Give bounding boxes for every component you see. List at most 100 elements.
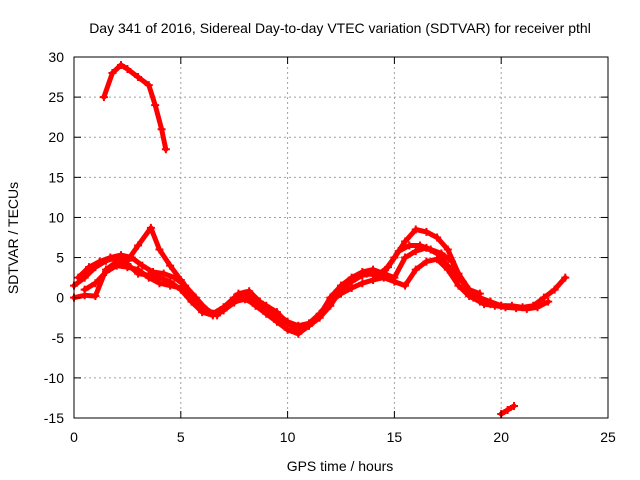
- data-point: [106, 253, 115, 262]
- data-point: [112, 261, 121, 270]
- data-point: [108, 69, 117, 78]
- data-point: [230, 293, 239, 302]
- data-point: [208, 309, 217, 318]
- data-point: [561, 273, 570, 282]
- data-point: [127, 253, 136, 262]
- y-tick-label: 25: [48, 89, 64, 105]
- data-point: [134, 265, 143, 274]
- data-point: [144, 273, 153, 282]
- data-point: [401, 281, 410, 290]
- y-tick-label: -10: [44, 370, 64, 386]
- data-point: [166, 261, 175, 270]
- data-point: [347, 284, 356, 293]
- data-point: [512, 304, 521, 313]
- data-point: [337, 281, 345, 290]
- data-point: [422, 243, 431, 252]
- data-point: [510, 401, 519, 410]
- data-point: [379, 269, 388, 278]
- data-point: [146, 223, 155, 232]
- data-point: [304, 321, 313, 330]
- data-point: [170, 273, 179, 282]
- data-point: [443, 245, 452, 254]
- y-tick-label: -5: [52, 330, 65, 346]
- data-point: [74, 273, 83, 282]
- data-point: [433, 233, 442, 242]
- x-axis-label: GPS time / hours: [287, 458, 394, 474]
- data-point: [411, 265, 420, 274]
- data-point: [80, 285, 89, 294]
- data-point: [181, 281, 190, 290]
- y-tick-label: 30: [48, 49, 64, 65]
- x-tick-label: 5: [177, 429, 185, 445]
- axis-ticks: 0 5 10 15 20 25 -15 -10 -5 0 5 10 15 20 25 30: [44, 49, 616, 445]
- data-point: [159, 269, 168, 278]
- y-tick-label: 15: [48, 169, 64, 185]
- data-point: [134, 241, 143, 250]
- data-point: [116, 251, 125, 260]
- data-point: [138, 261, 147, 270]
- data-point: [497, 301, 506, 310]
- data-point: [240, 289, 249, 298]
- data-point: [465, 285, 474, 294]
- data-point: [155, 279, 164, 288]
- data-point: [123, 65, 132, 74]
- data-point: [91, 292, 100, 301]
- data-point: [151, 101, 160, 110]
- y-tick-label: -15: [44, 410, 64, 426]
- data-point: [405, 241, 414, 250]
- data-point: [390, 273, 399, 282]
- data-point: [219, 303, 228, 312]
- series-arc-top: [99, 61, 170, 154]
- data-point: [486, 300, 495, 309]
- data-point: [198, 305, 207, 314]
- data-point: [315, 311, 324, 320]
- data-point: [522, 304, 531, 313]
- data-point: [550, 285, 559, 294]
- data-point: [262, 301, 271, 310]
- data-point: [433, 249, 442, 258]
- data-point: [166, 281, 175, 290]
- data-point: [443, 261, 452, 270]
- data-point: [326, 293, 335, 302]
- data-point: [134, 73, 143, 82]
- y-tick-label: 20: [48, 129, 64, 145]
- data-point: [358, 267, 367, 276]
- data-point: [383, 263, 392, 272]
- data-point: [187, 293, 196, 302]
- data-point: [369, 276, 378, 285]
- y-axis-label: SDTVAR / TECUs: [5, 182, 21, 294]
- data-point: [422, 257, 431, 266]
- y-tick-label: 5: [56, 250, 64, 266]
- data-point: [475, 297, 484, 306]
- data-point: [347, 273, 356, 282]
- data-point: [91, 279, 100, 288]
- data-point: [401, 237, 410, 246]
- data-point: [176, 284, 185, 293]
- data-point: [422, 227, 431, 236]
- data-point: [144, 81, 153, 90]
- y-tick-label: 0: [56, 290, 64, 306]
- data-point: [84, 263, 93, 272]
- grid-lines: [74, 57, 608, 418]
- data-point: [337, 289, 345, 298]
- data-point: [369, 265, 378, 274]
- series-arc-d: [80, 243, 484, 336]
- data-point: [116, 61, 125, 70]
- data-point: [157, 125, 166, 134]
- data-point: [251, 295, 260, 304]
- x-tick-label: 20: [493, 429, 509, 445]
- x-tick-label: 0: [70, 429, 78, 445]
- data-point: [95, 257, 104, 266]
- data-point: [99, 93, 108, 102]
- data-point: [475, 289, 484, 298]
- data-point: [411, 247, 420, 256]
- x-tick-label: 10: [280, 429, 296, 445]
- chart-title: Day 341 of 2016, Sidereal Day-to-day VTE…: [89, 20, 591, 36]
- plot-frame: [73, 56, 609, 419]
- data-series: [70, 61, 570, 418]
- data-point: [123, 263, 132, 272]
- data-point: [394, 247, 403, 256]
- data-point: [102, 267, 111, 276]
- x-tick-label: 25: [600, 429, 616, 445]
